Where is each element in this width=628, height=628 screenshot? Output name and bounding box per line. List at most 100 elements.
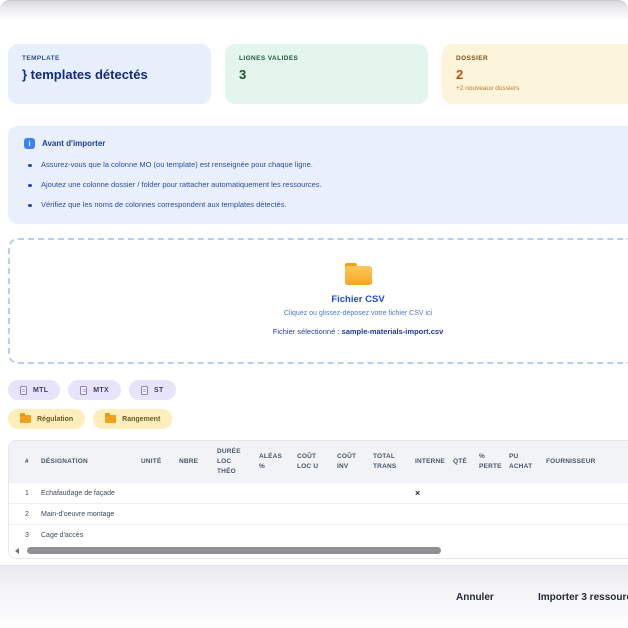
folder-chip: Régulation (8, 409, 86, 429)
table-cell (289, 503, 329, 525)
table-cell (329, 503, 365, 525)
column-header: % PERTE (471, 441, 501, 483)
template-chip: MTL (8, 380, 61, 400)
card-lignes-valides: LIGNES VALIDES 3 (225, 44, 428, 104)
row-number: 1 (9, 482, 33, 504)
template-chips: MTL MTX ST (8, 380, 628, 400)
folder-chip: Rangement (93, 409, 173, 429)
folder-chips: Régulation Rangement (8, 409, 628, 429)
template-chip-label: ST (153, 386, 164, 394)
csv-dropzone-inner: Fichier CSV Cliquez ou glissez-déposez v… (44, 263, 628, 336)
dialog-footer: Annuler Importer 3 ressources (0, 565, 628, 628)
selected-file-name: sample-materials-import.csv (341, 327, 444, 336)
column-header: UNITÉ (133, 441, 171, 483)
cell-designation: Echafaudage de façade (33, 482, 133, 504)
table-cell (133, 503, 171, 525)
card-template: TEMPLATE } templates détectés (8, 44, 211, 104)
column-header: # (9, 441, 33, 483)
table-cell (171, 482, 209, 504)
row-number: 3 (9, 524, 33, 546)
document-icon (140, 385, 148, 395)
table-header-row: # DÉSIGNATION UNITÉ NBRE DURÉE LOC THÉO … (9, 441, 628, 483)
folder-icon (105, 413, 117, 423)
selected-file-label: Fichier sélectionné : (272, 327, 340, 336)
info-icon: i (24, 137, 35, 149)
dialog-content: TEMPLATE } templates détectés LIGNES VAL… (0, 21, 628, 560)
info-bullet-list: Assurez-vous que la colonne MO (ou templ… (24, 155, 628, 215)
table-cell (329, 524, 365, 546)
import-button[interactable]: Importer 3 ressources (532, 588, 628, 607)
horizontal-scrollbar[interactable] (9, 545, 628, 559)
row-number: 2 (9, 503, 33, 525)
column-header: DURÉE LOC THÉO (209, 441, 251, 483)
column-header: TOTAL TRANS (365, 441, 407, 483)
folder-chip-label: Rangement (122, 415, 161, 423)
info-bullet: Vérifiez que les noms de colonnes corres… (24, 195, 628, 215)
table-cell (251, 482, 289, 504)
template-chip: ST (128, 380, 176, 400)
table-cell (171, 524, 209, 546)
card-dossier: DOSSIER 2 +2 nouveaux dossiers (442, 44, 628, 104)
table-cell (329, 482, 365, 504)
table-cell (365, 524, 407, 546)
table-cell (501, 503, 538, 525)
dropzone-hint: Cliquez ou glissez-déposez votre fichier… (283, 310, 433, 317)
table-cell (538, 482, 628, 504)
table-cell (171, 503, 209, 525)
table-cell (445, 503, 471, 525)
table-cell (133, 482, 171, 504)
column-header: COÛT INV (329, 441, 365, 483)
table-cell (538, 503, 628, 525)
column-header: FOURNISSEUR (538, 441, 628, 483)
table-cell (445, 482, 471, 504)
column-header: ALÉAS % (251, 441, 289, 483)
table-cell (209, 524, 251, 546)
table-row: 3 Cage d'accès (9, 524, 628, 546)
document-icon (20, 385, 27, 395)
table-cell (471, 524, 501, 546)
table-cell (365, 482, 407, 504)
table-cell (209, 503, 251, 525)
table-cell (501, 482, 538, 504)
table-cell (365, 503, 407, 525)
preview-table: # DÉSIGNATION UNITÉ NBRE DURÉE LOC THÉO … (9, 441, 628, 546)
card-lignes-label: LIGNES VALIDES (239, 55, 299, 62)
info-title: Avant d'importer (42, 138, 106, 148)
dropzone-title: Fichier CSV (331, 294, 385, 305)
cell-interne (407, 524, 445, 546)
cell-designation: Cage d'accès (33, 524, 133, 546)
table-row: 2 Main-d'oeuvre montage (9, 503, 628, 525)
card-template-label: TEMPLATE (22, 55, 60, 62)
table-cell (445, 524, 471, 546)
table-cell (471, 482, 501, 504)
info-bullet: Ajoutez une colonne dossier / folder pou… (24, 175, 628, 195)
folder-icon (20, 413, 31, 423)
table-cell (133, 524, 171, 546)
column-header: COÛT LOC U (289, 441, 329, 483)
cancel-button[interactable]: Annuler (450, 588, 500, 607)
csv-dropzone[interactable]: Fichier CSV Cliquez ou glissez-déposez v… (8, 238, 628, 364)
template-chip: MTX (68, 380, 121, 400)
summary-cards: TEMPLATE } templates détectés LIGNES VAL… (8, 44, 628, 104)
scrollbar-thumb[interactable] (27, 547, 441, 555)
cell-designation: Main-d'oeuvre montage (33, 503, 133, 525)
table-cell (471, 503, 501, 525)
table-cell (501, 524, 538, 546)
import-info-box: i Avant d'importer Assurez-vous que la c… (8, 126, 628, 224)
card-dossier-label: DOSSIER (456, 55, 489, 62)
scroll-left-arrow-icon[interactable] (15, 548, 19, 555)
column-header: INTERNE (407, 441, 445, 483)
table-cell (289, 482, 329, 504)
table-cell (251, 503, 289, 525)
card-dossier-subtext: +2 nouveaux dossiers (456, 85, 520, 92)
info-title-row: i Avant d'importer (24, 136, 628, 150)
column-header: PU ACHAT (501, 441, 538, 483)
template-chip-label: MTL (33, 386, 49, 394)
template-chip-label: MTX (93, 386, 109, 394)
folder-icon (344, 263, 372, 285)
dialog-top-edge (0, 0, 628, 21)
table-cell (289, 524, 329, 546)
card-lignes-value: 3 (239, 67, 247, 82)
card-template-value: } templates détectés (22, 67, 148, 82)
